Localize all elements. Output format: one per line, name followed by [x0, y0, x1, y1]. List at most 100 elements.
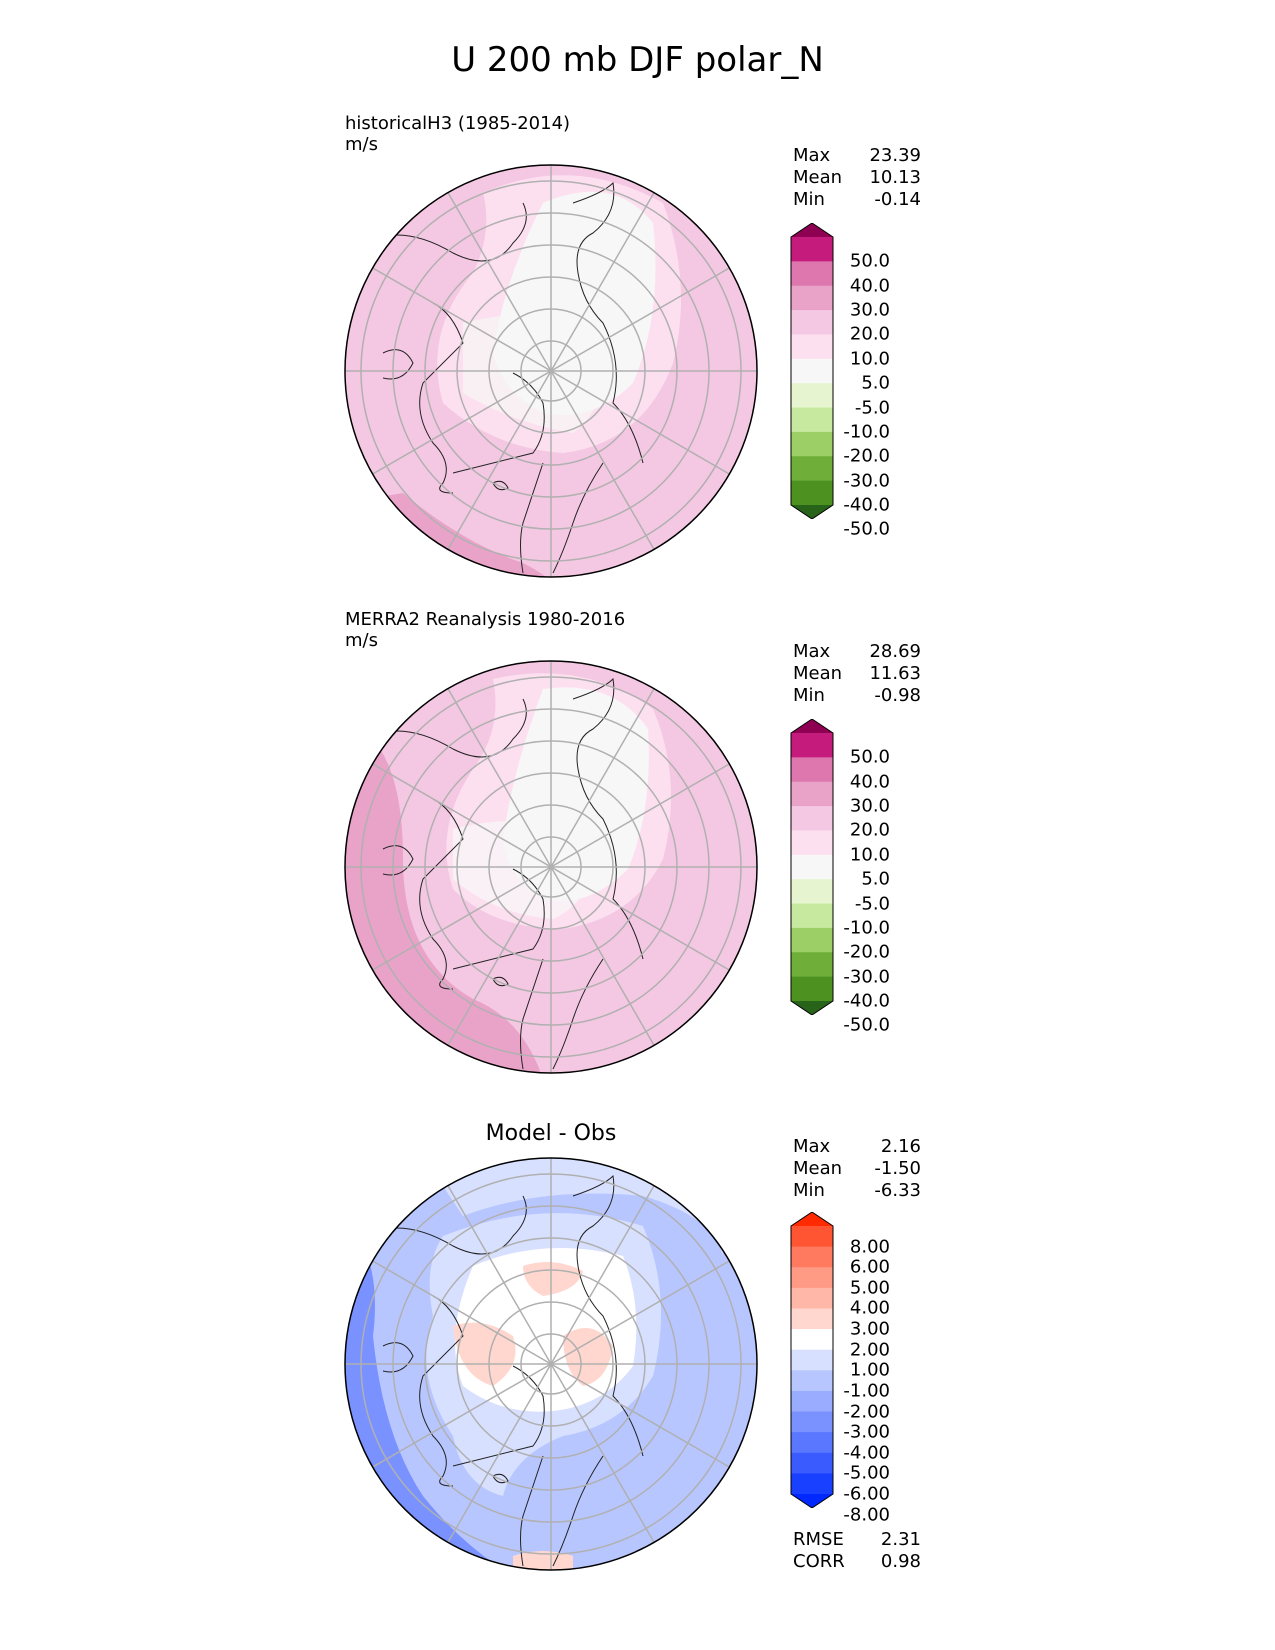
stat-label: Max — [793, 641, 831, 662]
colorbar-swatch — [791, 719, 833, 733]
colorbar-swatch — [791, 1370, 833, 1392]
colorbar-tick-label: -2.00 — [843, 1401, 890, 1423]
colorbar-swatch — [791, 237, 833, 262]
polar-map-ref — [344, 660, 758, 1074]
map-boundary — [344, 164, 758, 578]
colorbar-swatch — [791, 456, 833, 482]
colorbar-swatch — [791, 1287, 833, 1309]
colorbar-swatch — [791, 903, 833, 929]
panel-diff-title: Model - Obs — [485, 1121, 617, 1146]
colorbar-swatch — [791, 480, 833, 506]
colorbar-swatch — [791, 1226, 833, 1248]
corr-value: 0.98 — [880, 1551, 921, 1572]
colorbar-swatch — [791, 879, 833, 905]
colorbar-swatch — [791, 757, 833, 783]
polar-map-test — [344, 164, 758, 578]
colorbar-tick-label: 40.0 — [849, 771, 890, 793]
map-boundary — [344, 1157, 758, 1571]
colorbar-tick-label: -5.0 — [854, 893, 890, 915]
colorbar-tick-label: -5.00 — [843, 1462, 890, 1484]
colorbar-tick-label: -4.00 — [843, 1442, 890, 1464]
coastlines — [362, 181, 644, 574]
stat-value: 2.16 — [880, 1136, 921, 1157]
panel-test-stats: Max 23.39 Mean 10.13 Min -0.14 — [793, 145, 921, 211]
stat-value: -0.98 — [874, 685, 921, 706]
colorbar-swatch — [791, 310, 833, 335]
stat-value: -1.50 — [874, 1158, 921, 1179]
stat-value: 11.63 — [869, 663, 921, 684]
graticule — [345, 1158, 757, 1570]
colorbar-tick-label: -30.0 — [843, 966, 890, 988]
colorbar-tick-label: 50.0 — [849, 250, 890, 272]
stat-value: 10.13 — [869, 167, 921, 188]
field-band — [563, 1328, 613, 1386]
field-band — [453, 821, 594, 919]
colorbar-test — [790, 223, 834, 519]
colorbar-tick-label: 1.00 — [849, 1359, 890, 1381]
colorbar-tick-label: 6.00 — [849, 1256, 890, 1278]
colorbar-swatch — [791, 1411, 833, 1433]
colorbar-tick-label: -5.0 — [854, 397, 890, 419]
colorbar-swatch — [791, 1246, 833, 1268]
colorbar-swatch — [791, 223, 833, 237]
colorbar-swatch — [791, 1267, 833, 1289]
colorbar-tick-label: -1.00 — [843, 1380, 890, 1402]
colorbar-ref-labels: 50.0 40.0 30.0 20.0 10.0 5.0 -5.0 -10.0 -20.0 -30… — [838, 719, 890, 1036]
colorbar-swatch — [791, 383, 833, 409]
corr-label: CORR — [793, 1551, 845, 1572]
field-band — [345, 719, 543, 1073]
colorbar-tick-label: 5.00 — [849, 1277, 890, 1299]
colorbar-outline — [790, 719, 834, 1015]
colorbar-tick-label: -40.0 — [843, 990, 890, 1012]
colorbar-tick-label: 5.0 — [861, 868, 890, 890]
colorbar-swatch — [791, 806, 833, 831]
colorbar-tick-label: 4.00 — [849, 1297, 890, 1319]
colorbar-tick-label: -10.0 — [843, 917, 890, 939]
colorbar-swatch — [791, 1349, 833, 1371]
colorbar-tick-label: -8.00 — [843, 1504, 890, 1526]
colorbar-swatch — [791, 976, 833, 1002]
colorbar-swatch — [791, 1308, 833, 1330]
colorbar-ref — [790, 719, 834, 1015]
colorbar-tick-label: 10.0 — [849, 348, 890, 370]
colorbar-swatch — [791, 285, 833, 311]
colorbar-swatch — [791, 1001, 833, 1015]
colorbar-swatch — [791, 1452, 833, 1474]
colorbar-diff-labels: 8.00 6.00 5.00 4.00 3.00 2.00 1.00 -1.00 -2.00 -3… — [838, 1212, 890, 1525]
colorbar-tick-label: -10.0 — [843, 421, 890, 443]
colorbar-tick-label: 30.0 — [849, 299, 890, 321]
stat-value: 23.39 — [869, 145, 921, 166]
colorbar-tick-label: 20.0 — [849, 819, 890, 841]
colorbar-swatch — [791, 927, 833, 953]
colorbar-tick-label: -20.0 — [843, 445, 890, 467]
rmse-value: 2.31 — [880, 1529, 921, 1550]
stat-label: Max — [793, 145, 831, 166]
colorbar-swatch — [791, 505, 833, 519]
coastlines — [362, 677, 644, 1070]
colorbar-swatch — [791, 407, 833, 433]
colorbar-tick-label: 50.0 — [849, 746, 890, 768]
colorbar-tick-label: -50.0 — [843, 1014, 890, 1036]
colorbar-tick-label: 2.00 — [849, 1339, 890, 1361]
colorbar-swatch — [791, 1329, 833, 1351]
colorbar-diff — [790, 1212, 834, 1508]
colorbar-swatch — [791, 431, 833, 457]
colorbar-swatch — [791, 261, 833, 287]
panel-ref-units: m/s — [345, 630, 378, 651]
panel-test-units: m/s — [345, 134, 378, 155]
stat-value: 28.69 — [869, 641, 921, 662]
colorbar-tick-label: 30.0 — [849, 795, 890, 817]
coastlines — [362, 1174, 644, 1567]
colorbar-tick-label: -50.0 — [843, 518, 890, 540]
colorbar-tick-label: 10.0 — [849, 844, 890, 866]
colorbar-swatch — [791, 1473, 833, 1495]
panel-ref-title-line1: MERRA2 Reanalysis 1980-2016 — [345, 609, 626, 630]
colorbar-tick-label: 5.0 — [861, 372, 890, 394]
graticule — [345, 661, 757, 1073]
rmse-label: RMSE — [793, 1529, 844, 1550]
stat-label: Min — [793, 1180, 825, 1201]
colorbar-tick-label: -40.0 — [843, 494, 890, 516]
polar-map-diff — [344, 1157, 758, 1571]
panel-ref-title: MERRA2 Reanalysis 1980-2016 m/s — [345, 609, 625, 651]
stat-label: Mean — [793, 663, 843, 684]
